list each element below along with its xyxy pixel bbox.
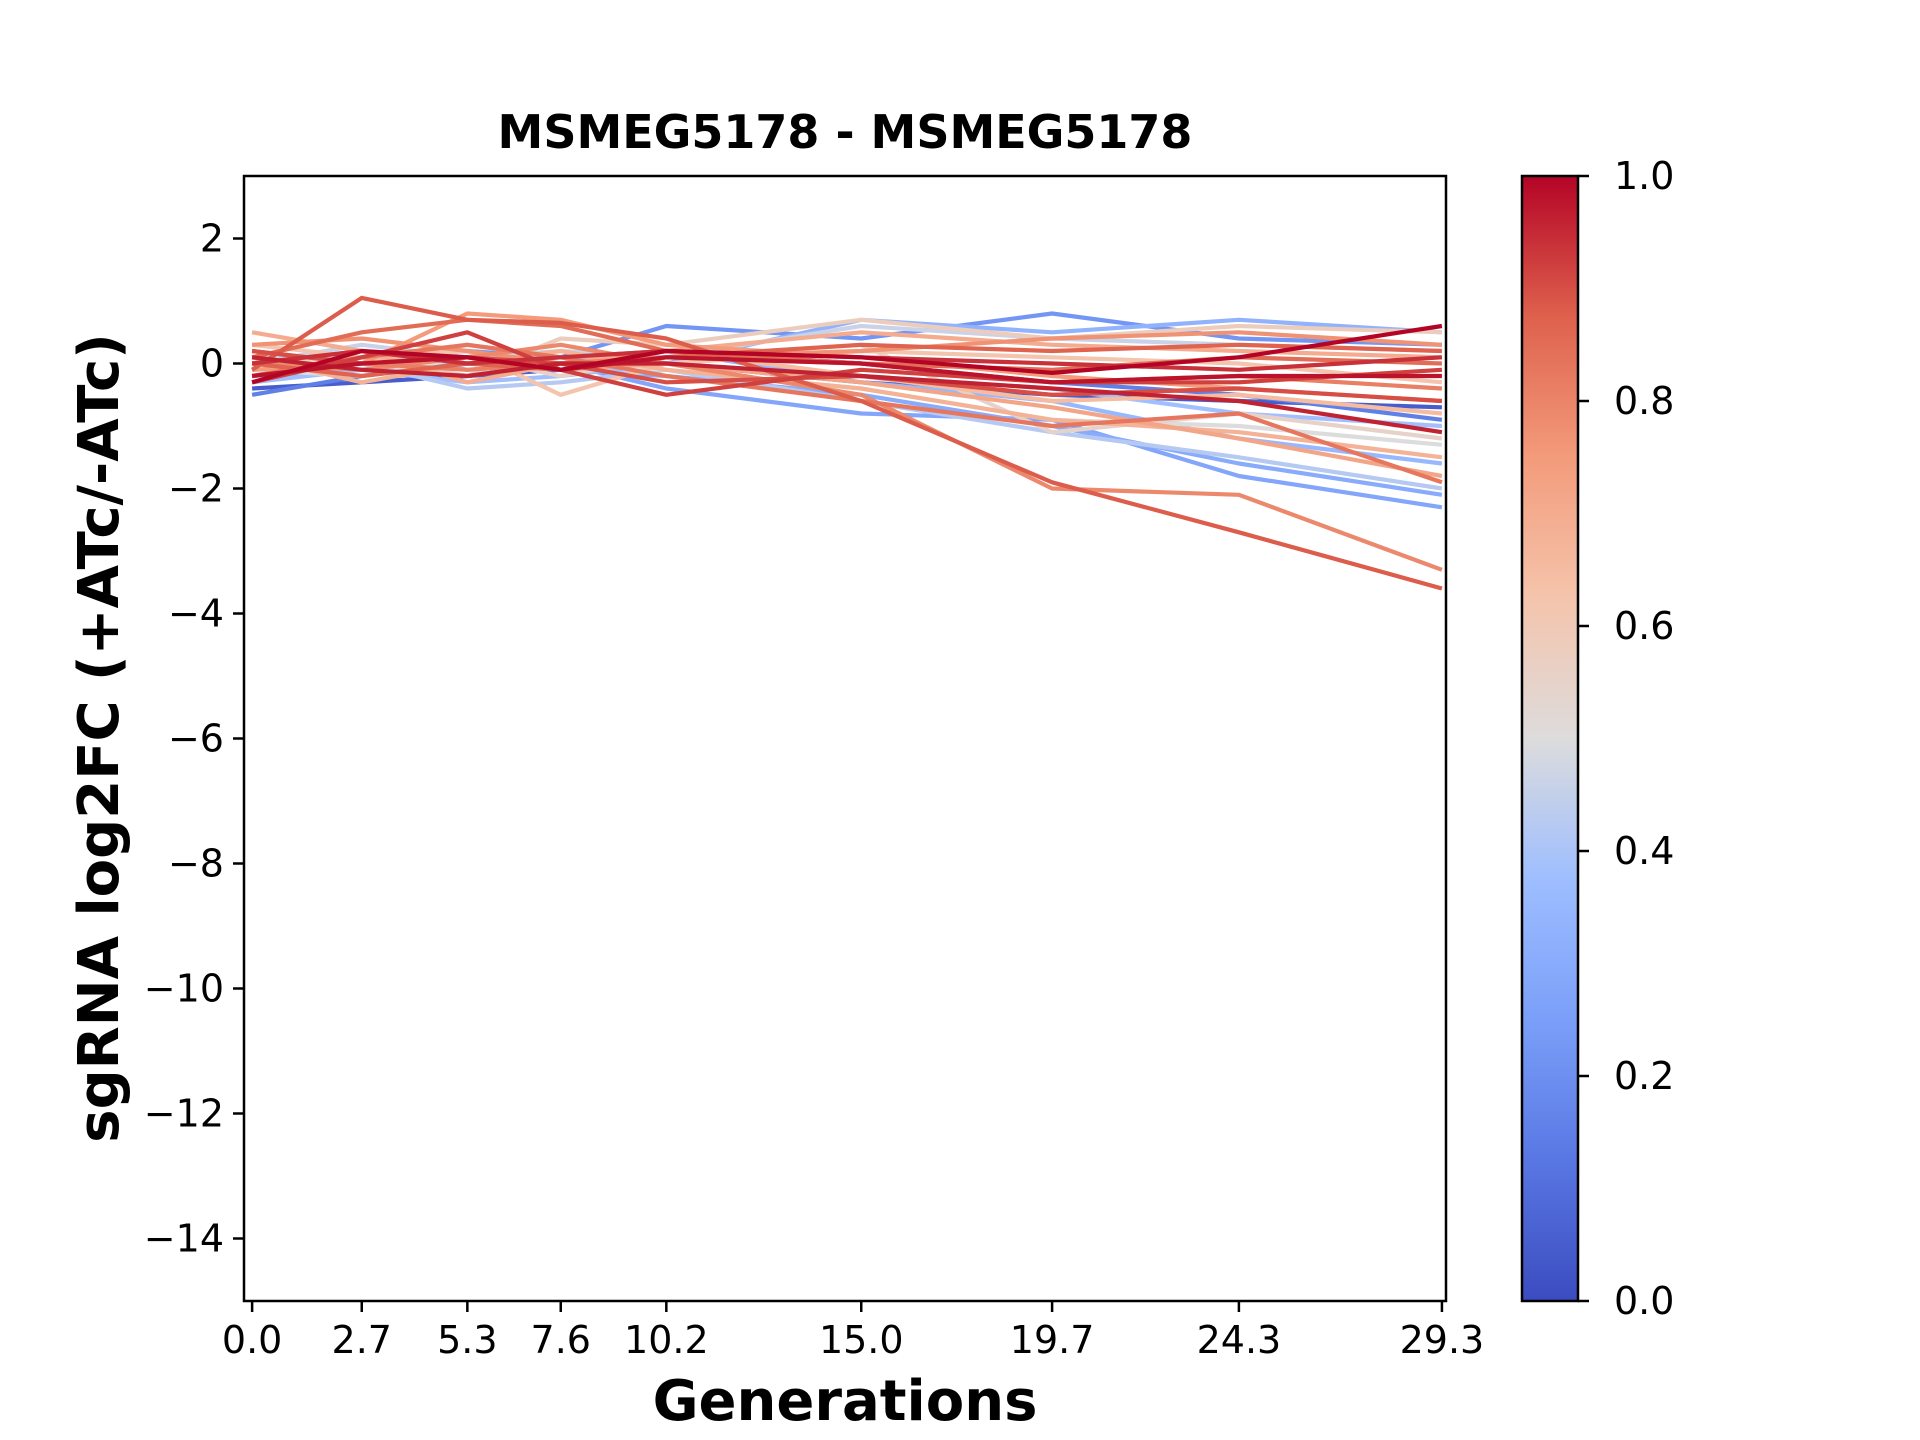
series-line-30 [251, 355, 1443, 435]
y-tick-label: 0 [200, 342, 224, 386]
colorbar [1522, 176, 1578, 1301]
colorbar-tick-label: 0.8 [1614, 379, 1674, 423]
y-tick-label: −6 [168, 717, 224, 761]
y-tick-label: −12 [144, 1092, 224, 1136]
colorbar-tick-label: 0.6 [1614, 604, 1674, 648]
y-axis: 2 0 −2 −4 −6 −8 −10 −12 −14 [144, 217, 244, 1261]
x-tick-label: 29.3 [1400, 1318, 1485, 1362]
series-line-32 [251, 323, 1443, 385]
y-tick-label: −2 [168, 467, 224, 511]
colorbar-tick-label: 0.0 [1614, 1279, 1674, 1323]
x-axis: 0.0 2.7 5.3 7.6 10.2 15.0 19.7 24.3 29.3 [222, 1301, 1484, 1362]
series-line-26 [250, 295, 1443, 591]
y-tick-label: −10 [144, 967, 224, 1011]
colorbar-tick-label: 0.4 [1614, 829, 1674, 873]
x-axis-title: Generations [653, 1369, 1038, 1434]
x-tick-label: 19.7 [1010, 1318, 1095, 1362]
colorbar-frame [1520, 174, 1580, 1303]
colorbar-tick-label: 0.2 [1614, 1054, 1674, 1098]
x-tick-label: 5.3 [437, 1318, 497, 1362]
y-tick-label: −8 [168, 842, 224, 886]
y-tick-label: 2 [200, 217, 224, 261]
colorbar-axis: 0.0 0.2 0.4 0.6 0.8 1.0 [1578, 154, 1674, 1323]
x-tick-label: 24.3 [1197, 1318, 1282, 1362]
y-tick-label: −14 [144, 1217, 224, 1261]
y-axis-title: sgRNA log2FC (+ATc/-ATc) [67, 333, 132, 1143]
series-line-28 [251, 330, 1443, 397]
x-tick-label: 10.2 [624, 1318, 709, 1362]
series-line-31 [251, 355, 1442, 385]
y-tick-label: −4 [168, 592, 224, 636]
chart-title: MSMEG5178 - MSMEG5178 [498, 105, 1193, 159]
x-tick-label: 0.0 [222, 1318, 282, 1362]
colorbar-tick-label: 1.0 [1614, 154, 1674, 198]
x-tick-label: 15.0 [819, 1318, 904, 1362]
x-tick-label: 2.7 [332, 1318, 392, 1362]
series-layer [250, 295, 1443, 591]
x-tick-label: 7.6 [531, 1318, 591, 1362]
